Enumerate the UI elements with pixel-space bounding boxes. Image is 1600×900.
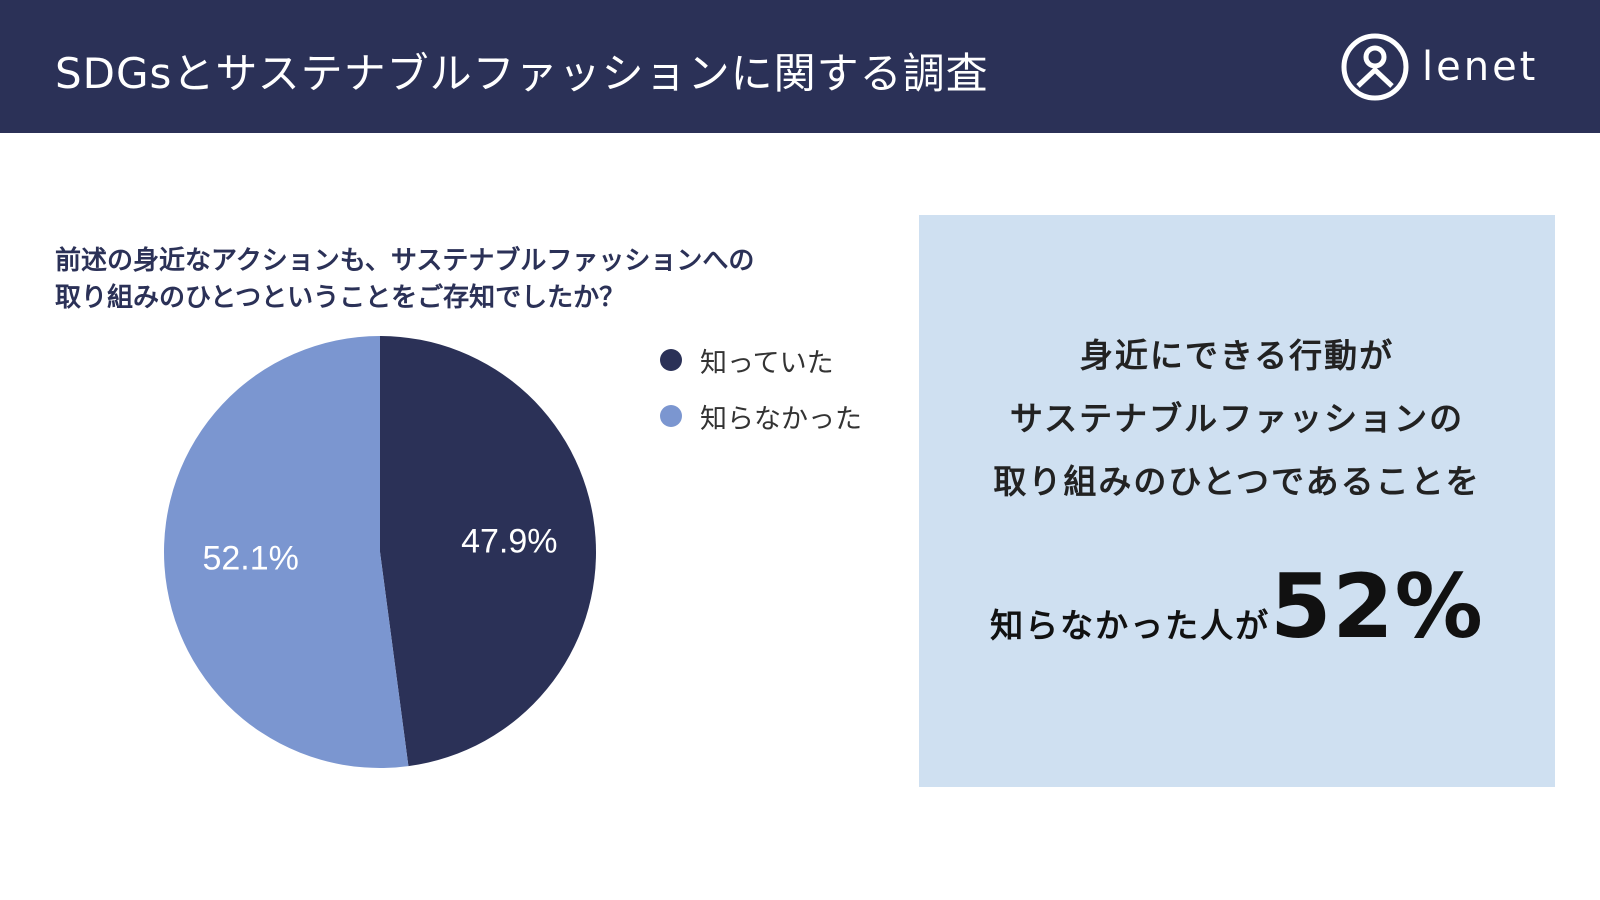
legend-label: 知っていた: [700, 347, 834, 379]
callout-line-3: 取り組みのひとつであることを: [993, 462, 1481, 501]
question-line-1: 前述の身近なアクションも、サステナブルファッションへの: [55, 246, 755, 276]
pie-slice-didnt-know: [163, 336, 409, 768]
pie-data-label-knew: 47.9%: [461, 522, 557, 560]
brand-logo[interactable]: lenet: [1340, 32, 1538, 102]
legend-swatch: [660, 405, 682, 427]
legend-item-didnt-know: 知らなかった: [660, 388, 862, 444]
page-title: SDGsとサステナブルファッションに関する調査: [55, 49, 989, 98]
person-logo-icon: [1341, 33, 1409, 101]
callout-highlight: 52%: [1270, 555, 1484, 658]
survey-question: 前述の身近なアクションも、サステナブルファッションへの 取り組みのひとつというこ…: [55, 243, 754, 317]
pie-chart: 47.9% 52.1%: [150, 330, 610, 780]
callout-box: 身近にできる行動が サステナブルファッションの 取り組みのひとつであることを 知…: [919, 215, 1555, 787]
question-line-2: 取り組みのひとつということをご存知でしたか？: [55, 283, 626, 313]
pie-slice-knew: [380, 336, 596, 767]
logo-text: lenet: [1422, 44, 1539, 90]
legend-swatch: [660, 349, 682, 371]
pie-data-label-didnt-know: 52.1%: [202, 540, 298, 578]
legend-item-knew: 知っていた: [660, 332, 862, 388]
callout-prefix: 知らなかった人が: [990, 606, 1271, 645]
header-bar: SDGsとサステナブルファッションに関する調査 lenet: [0, 0, 1600, 133]
chart-legend: 知っていた 知らなかった: [660, 332, 862, 444]
callout-line-1: 身近にできる行動が: [1079, 336, 1395, 375]
callout-line-2: サステナブルファッションの: [1009, 399, 1465, 438]
pie-chart-svg: 47.9% 52.1%: [163, 336, 596, 768]
legend-label: 知らなかった: [700, 403, 862, 435]
callout-conclusion: 知らなかった人が52%: [919, 555, 1555, 658]
